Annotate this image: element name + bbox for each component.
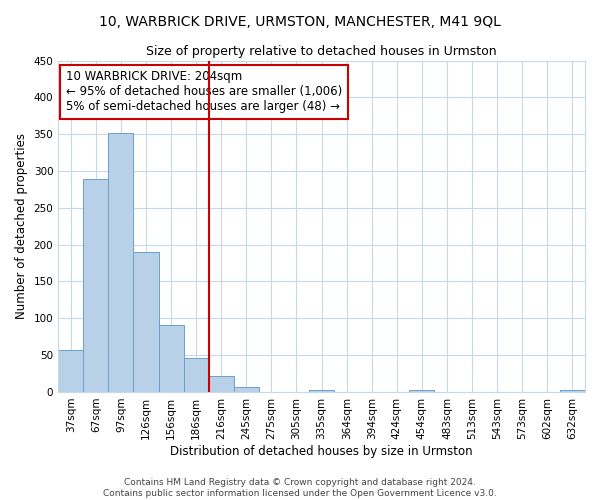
Bar (109, 132, 133, 392)
Text: 10, WARBRICK DRIVE, URMSTON, MANCHESTER, M41 9QL: 10, WARBRICK DRIVE, URMSTON, MANCHESTER,… (99, 15, 501, 29)
Bar (234, 387, 259, 392)
Y-axis label: Number of detached properties: Number of detached properties (15, 134, 28, 320)
Bar (83, 179, 109, 392)
Bar (560, 390, 585, 392)
Bar (309, 390, 334, 392)
Title: Size of property relative to detached houses in Urmston: Size of property relative to detached ho… (146, 45, 497, 58)
Text: 10 WARBRICK DRIVE: 204sqm
← 95% of detached houses are smaller (1,006)
5% of sem: 10 WARBRICK DRIVE: 204sqm ← 95% of detac… (66, 70, 343, 114)
X-axis label: Distribution of detached houses by size in Urmston: Distribution of detached houses by size … (170, 444, 473, 458)
Bar (58, 350, 83, 392)
Bar (409, 390, 434, 392)
Bar (133, 252, 158, 392)
Text: Contains HM Land Registry data © Crown copyright and database right 2024.
Contai: Contains HM Land Registry data © Crown c… (103, 478, 497, 498)
Bar (184, 358, 209, 392)
Bar (158, 325, 184, 392)
Bar (209, 376, 234, 392)
